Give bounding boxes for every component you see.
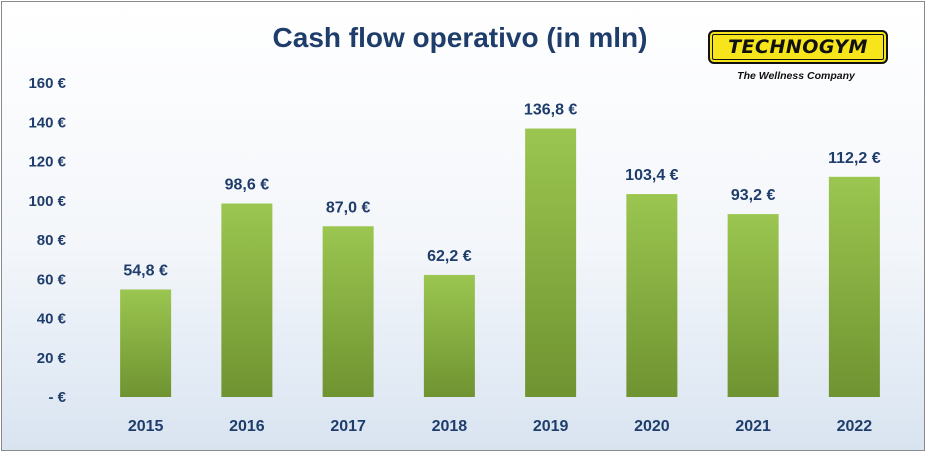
bar-2017 [322,226,374,397]
y-tick-label: 80 € [37,232,67,249]
technogym-logo: TECHNOGYM The Wellness Company [708,30,888,86]
logo-tagline: The Wellness Company [737,70,855,82]
y-tick-label: 60 € [37,271,67,288]
data-label-2015: 54,8 € [123,262,168,279]
data-label-2016: 98,6 € [225,176,270,193]
y-axis: - € 20 € 40 € 60 € 80 € 100 € 120 € 140 € 160 € [28,75,66,406]
x-tick-label: 2016 [229,418,265,435]
logo-badge: TECHNOGYM [708,30,888,64]
data-label-2019: 136,8 € [524,102,577,119]
y-tick-label: 40 € [37,311,67,328]
x-tick-label: 2021 [735,418,771,435]
y-tick-label: 160 € [28,75,66,92]
y-tick-label: 20 € [37,350,67,367]
data-label-2018: 62,2 € [427,248,472,265]
bar-2022 [828,176,880,397]
data-label-2017: 87,0 € [326,199,371,216]
x-tick-label: 2015 [128,418,164,435]
y-tick-label: 120 € [28,154,66,171]
x-tick-label: 2022 [837,418,873,435]
x-axis: 2015 2016 2017 2018 2019 2020 2021 2022 [128,418,872,435]
bar-2021 [727,214,779,397]
bar-2015 [120,289,172,397]
chart-title: Cash flow operativo (in mln) [272,22,648,53]
y-tick-label: 100 € [28,193,66,210]
bar-2019 [525,128,577,397]
data-label-2022: 112,2 € [828,150,881,167]
y-tick-label: 140 € [28,114,66,131]
y-tick-label: - € [48,389,66,406]
bar-2020 [626,194,678,397]
x-tick-label: 2017 [330,418,366,435]
bar-2018 [423,274,475,397]
bars: 54,8 € 98,6 € 87,0 € 62,2 € 136,8 € 103,4 € 93… [120,102,881,397]
x-tick-label: 2018 [432,418,468,435]
data-label-2021: 93,2 € [731,187,776,204]
logo-wordmark: TECHNOGYM [728,36,868,58]
data-label-2020: 103,4 € [625,167,678,184]
x-tick-label: 2019 [533,418,569,435]
bar-2016 [221,203,273,397]
x-tick-label: 2020 [634,418,670,435]
